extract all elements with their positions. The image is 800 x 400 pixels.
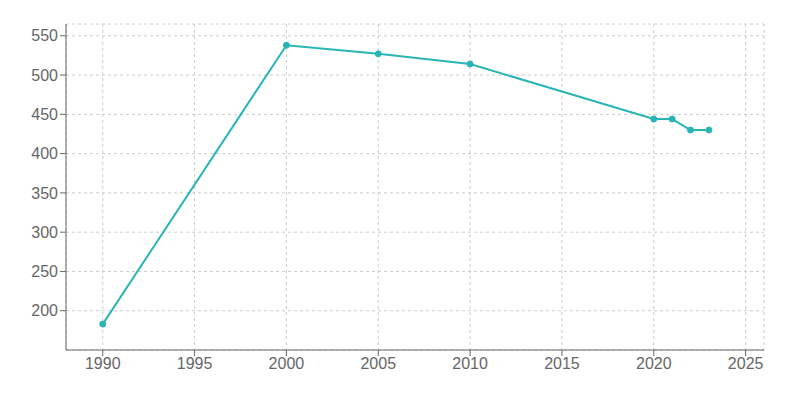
svg-text:300: 300 <box>31 224 58 241</box>
svg-text:1995: 1995 <box>177 355 213 372</box>
svg-text:2010: 2010 <box>452 355 488 372</box>
svg-text:2015: 2015 <box>544 355 580 372</box>
svg-text:2000: 2000 <box>269 355 305 372</box>
svg-text:350: 350 <box>31 185 58 202</box>
svg-text:400: 400 <box>31 145 58 162</box>
svg-text:550: 550 <box>31 27 58 44</box>
svg-text:2005: 2005 <box>360 355 396 372</box>
svg-text:2025: 2025 <box>728 355 764 372</box>
svg-text:1990: 1990 <box>85 355 121 372</box>
svg-text:2020: 2020 <box>636 355 672 372</box>
svg-text:450: 450 <box>31 106 58 123</box>
svg-text:200: 200 <box>31 302 58 319</box>
svg-text:500: 500 <box>31 67 58 84</box>
svg-text:250: 250 <box>31 263 58 280</box>
